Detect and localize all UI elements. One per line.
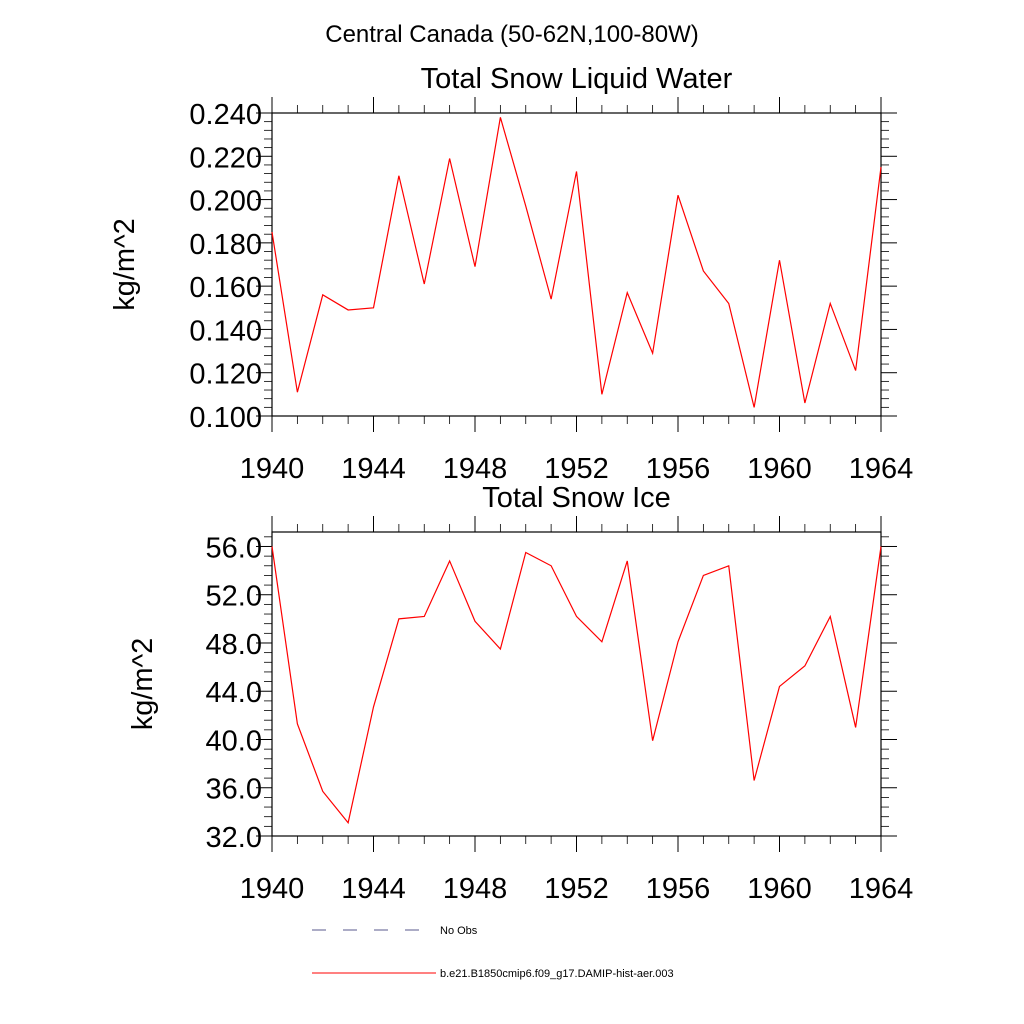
x-tick-label: 1956 [646,453,711,485]
x-tick-label: 1940 [240,873,305,905]
x-tick-label: 1960 [747,453,812,485]
y-axis-label: kg/m^2 [109,218,141,311]
legend-label: b.e21.B1850cmip6.f09_g17.DAMIP-hist-aer.… [440,968,674,980]
legend-label: No Obs [440,925,478,937]
series-line [271,546,882,825]
y-tick-label: 0.160 [189,272,262,304]
y-tick-label: 0.140 [189,315,262,347]
x-tick-label: 1940 [240,453,305,485]
y-tick-label: 0.120 [189,359,262,391]
y-tick-label: 0.200 [189,186,262,218]
y-tick-label: 0.180 [189,229,262,261]
y-tick-label: 40.0 [206,725,262,757]
chart-title: Total Snow Ice [482,482,671,514]
plot-frame [271,112,882,417]
y-tick-label: 56.0 [206,532,262,564]
x-tick-label: 1944 [341,873,406,905]
x-tick-label: 1956 [646,873,711,905]
y-tick-label: 32.0 [206,822,262,854]
x-tick-label: 1964 [849,453,914,485]
y-tick-label: 0.220 [189,142,262,174]
y-tick-label: 0.240 [189,99,262,131]
chart-title: Total Snow Liquid Water [421,63,733,95]
panel-snow-ice: Total Snow Ice 1940 1944 1948 1952 1956 1960 19… [127,482,913,905]
panel-snow-liquid-water: Total Snow Liquid Water 1940 1944 1948 1952 1… [109,63,913,485]
x-tick-label: 1952 [544,453,609,485]
x-tick-label: 1944 [341,453,406,485]
y-tick-label: 52.0 [206,581,262,613]
y-tick-label: 36.0 [206,774,262,806]
x-tick-label: 1964 [849,873,914,905]
x-tick-label: 1948 [443,873,508,905]
x-tick-label: 1948 [443,453,508,485]
x-tick-label: 1960 [747,873,812,905]
plot-frame [271,531,882,837]
x-tick-label: 1952 [544,873,609,905]
y-tick-label: 48.0 [206,629,262,661]
y-axis-label: kg/m^2 [127,638,159,731]
y-tick-label: 0.100 [189,402,262,434]
legend: No Obs b.e21.B1850cmip6.f09_g17.DAMIP-his… [312,925,674,980]
figure-suptitle: Central Canada (50-62N,100-80W) [325,21,699,48]
series-line [271,117,882,408]
y-tick-label: 44.0 [206,677,262,709]
